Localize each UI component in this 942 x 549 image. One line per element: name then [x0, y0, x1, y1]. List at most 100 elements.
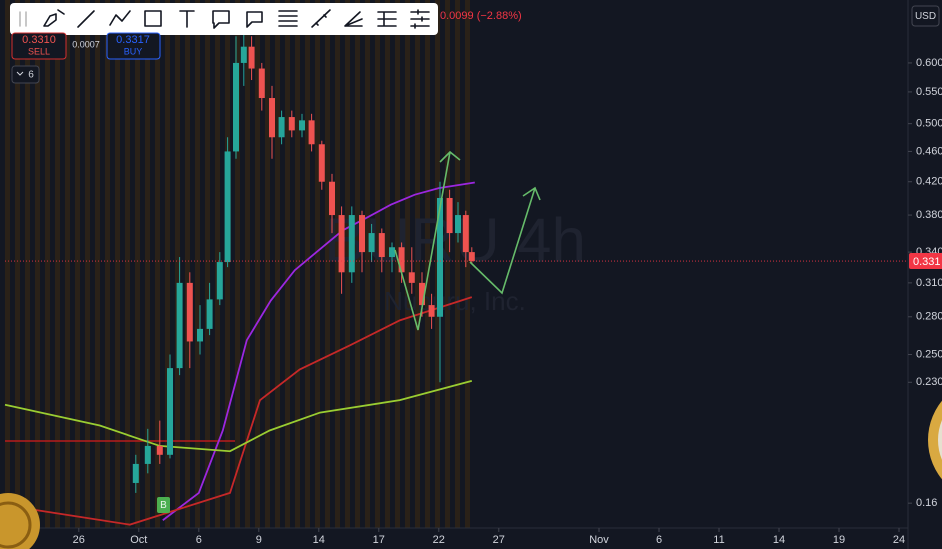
- candle-body: [419, 282, 425, 306]
- rectangle-tool[interactable]: [144, 10, 162, 27]
- sell-button[interactable]: [11, 32, 67, 60]
- candle-body: [132, 463, 139, 483]
- arrow: [469, 186, 541, 295]
- x-tick-label: 9: [256, 534, 262, 546]
- currency-button[interactable]: [911, 5, 940, 27]
- axes: 0.6000.5500.5000.4600.4200.3800.3400.310…: [73, 57, 942, 546]
- toolbar-background: [10, 3, 438, 35]
- candle-body: [378, 233, 385, 258]
- fib-tool[interactable]: [278, 10, 298, 27]
- chevron: [16, 71, 24, 76]
- candle-body: [258, 68, 265, 99]
- callout-tool[interactable]: [212, 10, 230, 29]
- line-tool[interactable]: [77, 10, 95, 28]
- coin: [0, 501, 32, 549]
- drag-handle[interactable]: [19, 11, 27, 27]
- candle-body: [308, 120, 315, 145]
- x-tick-label: 11: [713, 534, 724, 546]
- coin: [938, 420, 942, 460]
- candle-body: [167, 368, 173, 455]
- last-price-tag: [909, 253, 942, 270]
- x-tick-label: 24: [893, 534, 905, 546]
- x-tick-label: 6: [196, 534, 202, 546]
- price-change: 0.0099 (−2.88%): [440, 10, 522, 22]
- candle-body: [240, 46, 247, 63]
- candle-body: [269, 98, 275, 138]
- candle-body: [299, 120, 305, 131]
- candle-body: [338, 215, 345, 273]
- x-tick-label: 14: [773, 534, 785, 546]
- plot-area: [4, 31, 908, 526]
- x-tick-label: 17: [373, 534, 385, 546]
- y-tick-label: 0.550: [916, 86, 942, 98]
- y-tick-label: 0.460: [916, 145, 942, 157]
- buy-button[interactable]: [106, 32, 161, 60]
- measure-tool[interactable]: [311, 9, 331, 28]
- x-tick-label: 6: [656, 534, 662, 546]
- spread: 0.0007: [72, 39, 100, 49]
- y-tick-label: 0.16: [916, 497, 937, 509]
- candle-body: [156, 445, 163, 455]
- indicator-count: 6: [28, 70, 34, 81]
- x-tick-label: 26: [73, 534, 85, 546]
- candle-body: [329, 181, 335, 216]
- candle-body: [278, 117, 285, 138]
- last-price-label: 0.331: [913, 256, 941, 268]
- x-tick-label: 27: [493, 534, 505, 546]
- y-tick-label: 0.380: [916, 209, 942, 221]
- candle-body: [288, 117, 295, 131]
- moving-average: [4, 296, 473, 526]
- signal-box: [157, 497, 170, 513]
- candle-body: [216, 262, 223, 300]
- sell-label: SELL: [28, 46, 50, 56]
- pattern-tool[interactable]: [410, 9, 430, 29]
- candle-body: [176, 282, 183, 369]
- brush-tool[interactable]: [43, 9, 65, 27]
- coin: [928, 400, 942, 480]
- candle-body: [318, 144, 325, 182]
- moving-average: [162, 181, 475, 521]
- path-tool[interactable]: [109, 10, 131, 26]
- candle-body: [197, 328, 203, 342]
- candle-body: [446, 197, 453, 234]
- candle-body: [455, 215, 461, 234]
- signal-marker: B: [157, 497, 170, 513]
- watermark-subtitle: Nuburu, Inc.: [384, 286, 526, 316]
- toolbar: [10, 3, 438, 35]
- candle-body: [462, 215, 469, 253]
- y-tick-label: 0.310: [916, 277, 942, 289]
- text-tool[interactable]: [179, 10, 195, 28]
- candle-body: [248, 46, 255, 69]
- fan-tool[interactable]: [344, 11, 363, 27]
- candle-body: [437, 197, 443, 317]
- moving-average: [4, 379, 473, 453]
- candle-body: [408, 272, 415, 283]
- candle-body: [186, 282, 193, 342]
- candle-body: [206, 299, 213, 329]
- note-tool[interactable]: [246, 11, 263, 28]
- sell-price: 0.3310: [22, 34, 56, 46]
- x-tick-label: 22: [433, 534, 445, 546]
- x-tick-label: 19: [833, 534, 845, 546]
- x-tick-label: Oct: [130, 534, 147, 546]
- candle-body: [144, 445, 151, 464]
- candle-body: [428, 305, 435, 317]
- x-tick-label: Nov: [589, 534, 609, 546]
- signal-label: B: [160, 500, 167, 511]
- candle-body: [224, 151, 231, 263]
- candle-body: [398, 247, 405, 273]
- candle-body: [389, 247, 395, 258]
- currency: USD: [915, 11, 936, 22]
- arrow: [394, 150, 461, 331]
- buy-label: BUY: [124, 46, 143, 56]
- x-tick-label: 14: [313, 534, 325, 546]
- candle-body: [368, 233, 375, 253]
- candle-body: [233, 62, 239, 152]
- y-tick-label: 0.500: [916, 118, 942, 130]
- indicators-toggle[interactable]: [11, 65, 40, 84]
- channel-tool[interactable]: [377, 11, 397, 27]
- y-tick-label: 0.600: [916, 57, 942, 69]
- y-tick-label: 0.280: [916, 311, 942, 323]
